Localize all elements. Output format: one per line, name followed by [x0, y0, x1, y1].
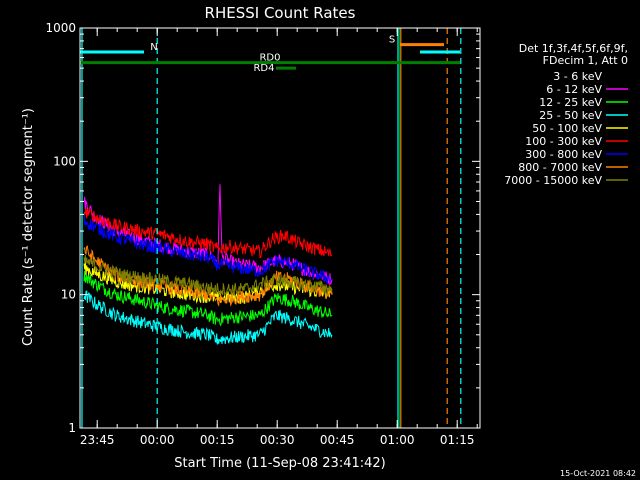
legend-entry-label: 3 - 6 keV: [553, 70, 602, 83]
series-line-6: [83, 207, 333, 259]
legend: Det 1f,3f,4f,5f,6f,9f,FDecim 1, Att 0 3 -…: [504, 42, 628, 187]
annotation-label-rd0: RD0: [259, 53, 280, 64]
legend-entry-label: 300 - 800 keV: [525, 148, 602, 161]
legend-entry-label: 6 - 12 keV: [546, 83, 602, 96]
footer-timestamp: 15-Oct-2021 08:42: [560, 469, 636, 478]
x-tick-label: 01:15: [440, 433, 475, 447]
series-line-7: [83, 215, 333, 285]
x-tick-label: 00:45: [320, 433, 355, 447]
annotation-label-rd4: RD4: [253, 63, 274, 74]
y-axis-label: Count Rate (s⁻¹ detector segment⁻¹): [21, 108, 36, 346]
x-axis-label: Start Time (11-Sep-08 23:41:42): [174, 456, 385, 471]
legend-entry-label: 7000 - 15000 keV: [504, 174, 602, 187]
x-tick-label: 01:00: [380, 433, 415, 447]
series-line-9: [83, 254, 333, 296]
x-tick-label: 00:15: [200, 433, 235, 447]
legend-entry-label: 12 - 25 keV: [539, 96, 602, 109]
y-tick-label: 100: [53, 154, 76, 168]
y-tick-label: 10: [61, 288, 76, 302]
annotation-label-n: N: [150, 42, 157, 53]
legend-entry-label: 100 - 300 keV: [525, 135, 602, 148]
x-tick-label: 23:45: [80, 433, 115, 447]
x-tick-label: 00:30: [260, 433, 295, 447]
series-line-1: [83, 122, 333, 294]
plot-frame: [79, 27, 481, 429]
legend-entry-label: 25 - 50 keV: [539, 109, 602, 122]
legend-header-line-2: FDecim 1, Att 0: [543, 54, 628, 67]
legend-entry-label: 50 - 100 keV: [532, 122, 602, 135]
series-line-3: [83, 270, 333, 327]
y-tick-label: 1: [68, 421, 76, 435]
annotation-label-s: S: [389, 35, 395, 46]
series-line-4: [83, 290, 333, 345]
chart-title: RHESSI Count Rates: [205, 4, 356, 22]
x-tick-label: 00:00: [140, 433, 175, 447]
legend-header-line-1: Det 1f,3f,4f,5f,6f,9f,: [519, 42, 628, 55]
legend-entry-label: 800 - 7000 keV: [518, 161, 602, 174]
y-tick-label: 1000: [45, 21, 76, 35]
